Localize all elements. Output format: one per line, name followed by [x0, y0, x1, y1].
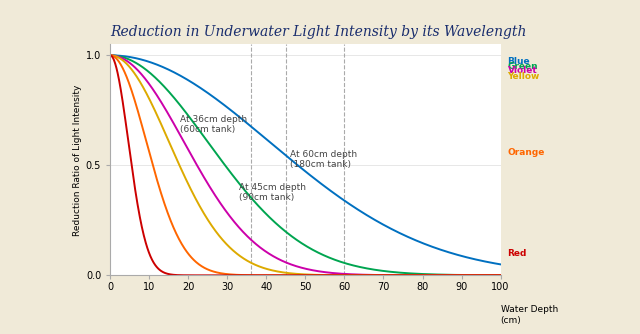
Text: Green: Green	[508, 62, 538, 70]
Text: Violet: Violet	[508, 66, 538, 75]
Text: At 60cm depth
(180cm tank): At 60cm depth (180cm tank)	[290, 150, 357, 169]
Y-axis label: Reduction Ratio of Light Intensity: Reduction Ratio of Light Intensity	[72, 84, 82, 235]
Text: At 36cm depth
(60cm tank): At 36cm depth (60cm tank)	[180, 115, 248, 134]
Text: Yellow: Yellow	[508, 72, 540, 81]
Text: At 45cm depth
(90cm tank): At 45cm depth (90cm tank)	[239, 183, 306, 202]
Text: Orange: Orange	[508, 148, 545, 157]
Text: Water Depth
(cm): Water Depth (cm)	[500, 305, 558, 325]
Text: Blue: Blue	[508, 57, 530, 66]
Text: Red: Red	[508, 249, 527, 258]
Text: Reduction in Underwater Light Intensity by its Wavelength: Reduction in Underwater Light Intensity …	[110, 25, 527, 39]
